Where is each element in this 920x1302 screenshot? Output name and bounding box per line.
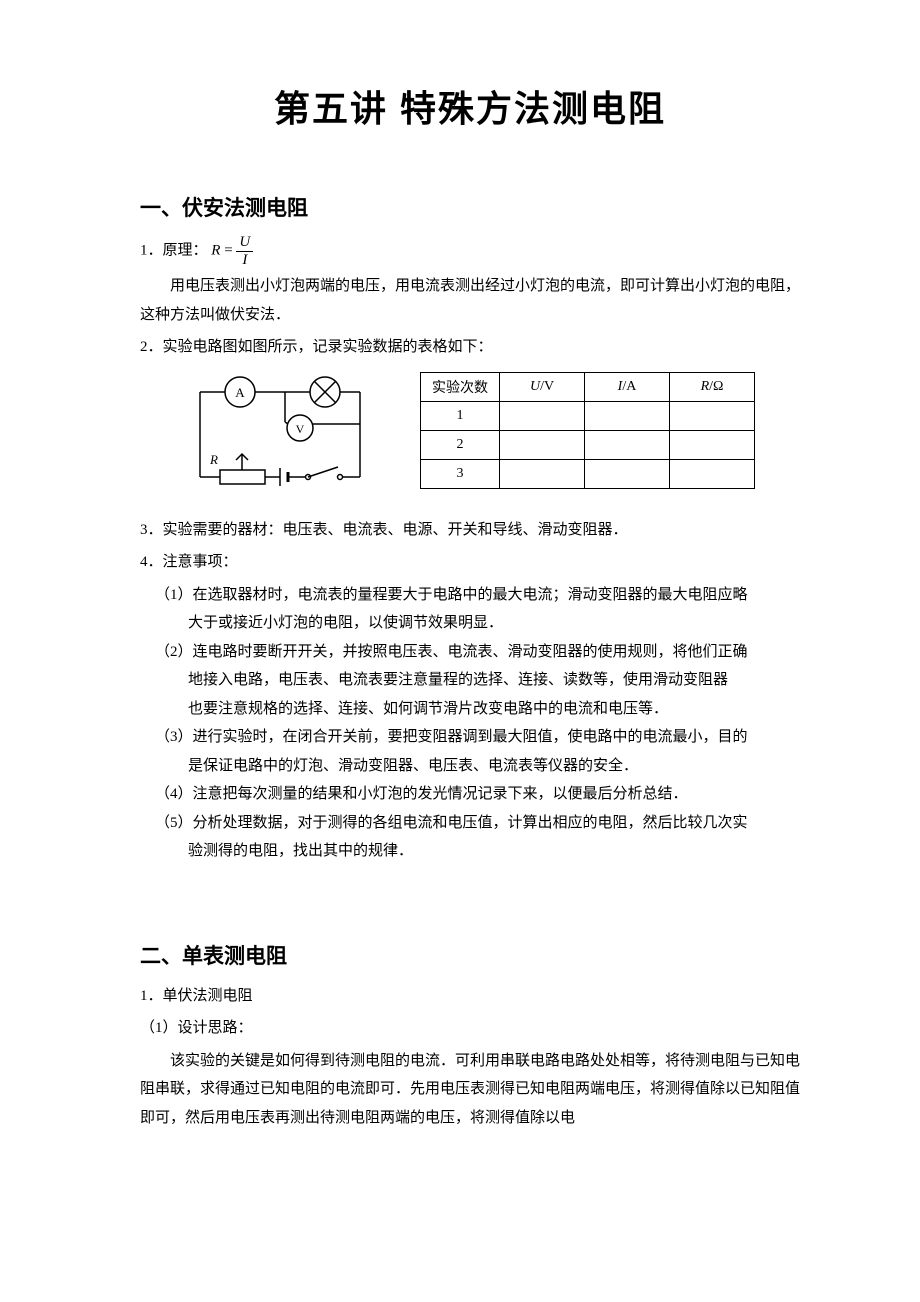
circuit-diagram: A V <box>180 372 380 502</box>
cell: 2 <box>421 430 500 459</box>
table-row: 2 <box>421 430 755 459</box>
item-3: 3．实验需要的器材：电压表、电流表、电源、开关和导线、滑动变阻器． <box>140 516 800 545</box>
fraction: U I <box>236 234 253 268</box>
header-symbol: U <box>530 379 540 394</box>
sub-4-4: （4）注意把每次测量的结果和小灯泡的发光情况记录下来，以便最后分析总结． <box>140 780 800 809</box>
fraction-numerator: U <box>236 234 253 252</box>
sub-4-5b: 验测得的电阻，找出其中的规律． <box>140 837 800 866</box>
table-header-row: 实验次数 U/V I/A R/Ω <box>421 372 755 401</box>
section-1-heading: 一、伏安法测电阻 <box>140 192 800 222</box>
voltmeter-label: V <box>296 422 305 436</box>
sub-4-1b: 大于或接近小灯泡的电阻，以使调节效果明显． <box>140 609 800 638</box>
cell <box>500 430 585 459</box>
header-unit: /Ω <box>709 379 723 394</box>
sec2-item-1: 1．单伏法测电阻 <box>140 982 800 1011</box>
sub-4-3b: 是保证电路中的灯泡、滑动变阻器、电压表、电流表等仪器的安全． <box>140 752 800 781</box>
principle-desc: 用电压表测出小灯泡两端的电压，用电流表测出经过小灯泡的电流，即可计算出小灯泡的电… <box>140 272 800 329</box>
ammeter-label: A <box>235 385 245 400</box>
rheostat-label: R <box>209 452 218 467</box>
document-page: 第五讲 特殊方法测电阻 一、伏安法测电阻 1．原理： R = U I 用电压表测… <box>0 0 920 1302</box>
cell <box>670 401 755 430</box>
data-table: 实验次数 U/V I/A R/Ω 1 2 3 <box>420 372 755 489</box>
page-title: 第五讲 特殊方法测电阻 <box>140 80 800 132</box>
formula-R: R <box>211 242 220 258</box>
table-row: 3 <box>421 459 755 488</box>
item-4: 4．注意事项： <box>140 548 800 577</box>
principle-line: 1．原理： R = U I <box>140 234 800 268</box>
col-header: 实验次数 <box>421 372 500 401</box>
cell <box>585 459 670 488</box>
principle-prefix: 1．原理： <box>140 242 208 258</box>
item-2: 2．实验电路图如图所示，记录实验数据的表格如下： <box>140 333 800 362</box>
header-unit: /A <box>622 379 636 394</box>
cell <box>585 401 670 430</box>
sub-4-2b: 地接入电路，电压表、电流表要注意量程的选择、连接、读数等，使用滑动变阻器 <box>140 666 800 695</box>
cell <box>585 430 670 459</box>
header-symbol: R <box>701 379 710 394</box>
sub-4-2c: 也要注意规格的选择、连接、如何调节滑片改变电路中的电流和电压等． <box>140 695 800 724</box>
formula-eq: = <box>224 242 236 258</box>
cell <box>500 459 585 488</box>
sec2-item-1-1: （1）设计思路： <box>140 1014 800 1043</box>
sub-4-3a: （3）进行实验时，在闭合开关前，要把变阻器调到最大阻值，使电路中的电流最小，目的 <box>140 723 800 752</box>
sub-4-5a: （5）分析处理数据，对于测得的各组电流和电压值，计算出相应的电阻，然后比较几次实 <box>140 809 800 838</box>
sec2-design-idea: 该实验的关键是如何得到待测电阻的电流．可利用串联电路电路处处相等，将待测电阻与已… <box>140 1047 800 1133</box>
sub-4-1a: （1）在选取器材时，电流表的量程要大于电路中的最大电流；滑动变阻器的最大电阻应略 <box>140 581 800 610</box>
spacer <box>140 866 800 916</box>
cell: 1 <box>421 401 500 430</box>
cell <box>670 430 755 459</box>
col-header: R/Ω <box>670 372 755 401</box>
figure-table-row: A V <box>180 372 800 502</box>
sub-4-2a: （2）连电路时要断开开关，并按照电压表、电流表、滑动变阻器的使用规则，将他们正确 <box>140 638 800 667</box>
col-header: U/V <box>500 372 585 401</box>
fraction-denominator: I <box>236 252 253 269</box>
header-unit: /V <box>540 379 554 394</box>
cell: 3 <box>421 459 500 488</box>
col-header: I/A <box>585 372 670 401</box>
cell <box>670 459 755 488</box>
table-row: 1 <box>421 401 755 430</box>
cell <box>500 401 585 430</box>
section-2-heading: 二、单表测电阻 <box>140 940 800 970</box>
